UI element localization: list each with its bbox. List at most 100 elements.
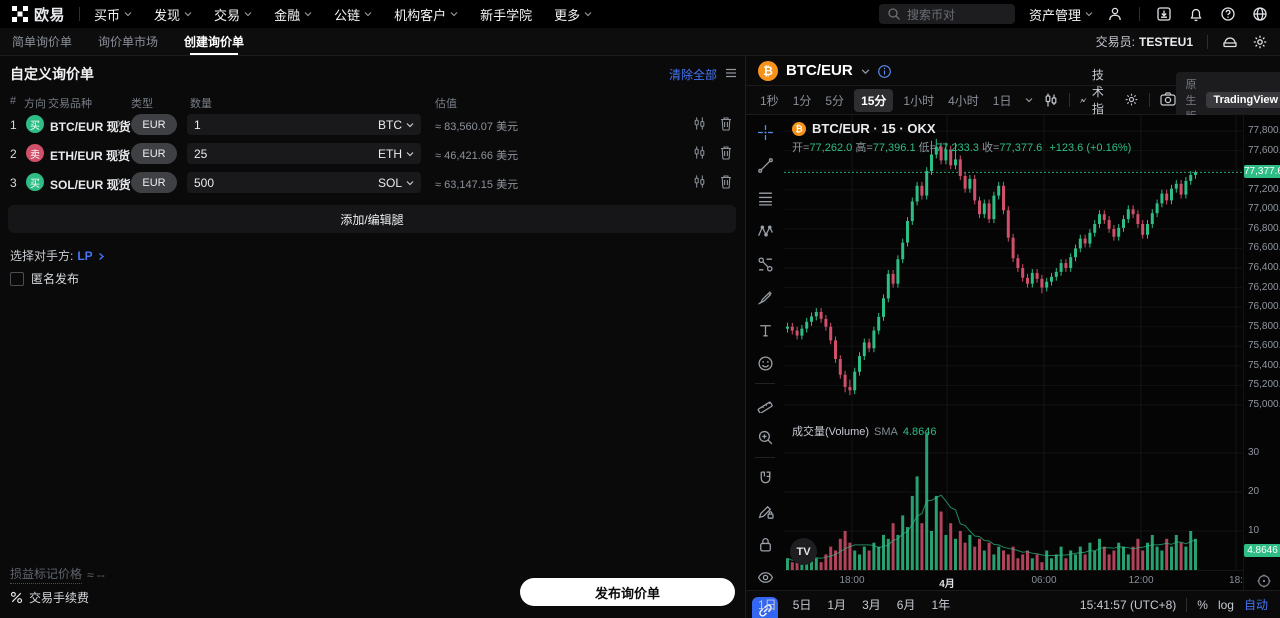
- percent-scale-button[interactable]: %: [1197, 597, 1208, 612]
- time-axis[interactable]: 18:00 4月 06:00 12:00 18:: [784, 570, 1243, 590]
- menu-icon[interactable]: [725, 67, 739, 81]
- bell-icon[interactable]: [1188, 6, 1204, 22]
- link-tool[interactable]: [752, 597, 778, 618]
- gear-icon[interactable]: [1252, 34, 1268, 50]
- chevron-down-icon[interactable]: [1025, 96, 1033, 104]
- chevron-down-icon: [450, 10, 458, 18]
- range-1年[interactable]: 1年: [931, 598, 951, 612]
- camera-icon[interactable]: [1159, 92, 1176, 108]
- candles-icon[interactable]: [692, 116, 707, 131]
- indicator-settings-gear-icon[interactable]: [1124, 92, 1139, 108]
- chart-area[interactable]: ₿ BTC/EUR · 15 · OKX 开=77,262.0 高=77,396…: [746, 115, 1280, 618]
- tradingview-tab[interactable]: TradingView: [1205, 92, 1280, 108]
- clear-all-link[interactable]: 清除全部: [668, 67, 717, 82]
- nav-menu-交易[interactable]: 交易: [214, 5, 252, 24]
- fee-label: 交易手续费: [29, 591, 90, 605]
- target-icon[interactable]: [1257, 574, 1271, 588]
- interval-15分[interactable]: 15分: [854, 88, 894, 112]
- candles-icon[interactable]: [692, 145, 707, 160]
- chevron-down-icon[interactable]: [861, 67, 870, 75]
- brush-tool[interactable]: [752, 284, 778, 310]
- candles-icon[interactable]: [692, 174, 707, 189]
- counterparty-link[interactable]: LP: [77, 248, 93, 263]
- nav-menu-买币[interactable]: 买币: [94, 5, 132, 24]
- type-pill[interactable]: EUR: [131, 143, 177, 164]
- trash-icon[interactable]: [719, 174, 733, 189]
- info-icon[interactable]: [877, 64, 891, 78]
- interval-1分[interactable]: 1分: [792, 93, 812, 108]
- candle-style-icon[interactable]: [1043, 92, 1059, 108]
- range-6月[interactable]: 6月: [896, 598, 916, 612]
- zoom-tool[interactable]: [752, 424, 778, 450]
- type-pill[interactable]: EUR: [131, 172, 177, 193]
- range-3月[interactable]: 3月: [862, 598, 881, 612]
- eye-tool[interactable]: [752, 564, 778, 590]
- crosshair-tool[interactable]: [752, 119, 778, 145]
- type-pill[interactable]: EUR: [131, 114, 177, 135]
- tradingview-logo[interactable]: TV: [790, 538, 817, 565]
- interval-1秒[interactable]: 1秒: [760, 93, 779, 108]
- fib-tool[interactable]: [752, 185, 778, 211]
- publish-rfq-button[interactable]: 发布询价单: [520, 578, 735, 606]
- search-box[interactable]: 搜索币对: [878, 4, 1015, 24]
- nav-menu-新手学院[interactable]: 新手学院: [480, 7, 533, 23]
- clock[interactable]: 15:41:57 (UTC+8): [1079, 597, 1177, 612]
- tab-简单询价单[interactable]: 简单询价单: [12, 35, 73, 49]
- trash-icon[interactable]: [719, 116, 733, 131]
- text-tool[interactable]: [752, 317, 778, 343]
- position-tool[interactable]: [752, 251, 778, 277]
- tab-询价单市场[interactable]: 询价单市场: [98, 35, 159, 49]
- last-price-badge: 77,377.6: [1244, 165, 1280, 178]
- visor-icon[interactable]: [1222, 34, 1238, 50]
- search-placeholder: 搜索币对: [906, 7, 955, 22]
- range-5日[interactable]: 5日: [792, 598, 812, 612]
- user-icon[interactable]: [1107, 6, 1123, 22]
- trash-icon[interactable]: [719, 145, 733, 160]
- nav-menu-公链[interactable]: 公链: [334, 5, 372, 24]
- nav-menu-机构客户[interactable]: 机构客户: [394, 5, 458, 24]
- top-navbar: 欧易 买币 发现 交易 金融 公链 机构客户 新手学院 更多 搜索币对 资产管理: [0, 0, 1280, 28]
- auto-scale-button[interactable]: 自动: [1243, 598, 1268, 612]
- pair-selector[interactable]: BTC/EUR 现货: [50, 120, 131, 134]
- magnet-tool[interactable]: [752, 465, 778, 491]
- amount-input[interactable]: 25 ETH: [187, 143, 421, 164]
- currency-dropdown[interactable]: ETH: [378, 147, 414, 161]
- help-icon[interactable]: [1220, 6, 1236, 22]
- chart-canvas[interactable]: ₿ BTC/EUR · 15 · OKX 开=77,262.0 高=77,396…: [784, 115, 1242, 590]
- assets-menu[interactable]: 资产管理: [1029, 5, 1093, 24]
- globe-icon[interactable]: [1252, 6, 1268, 22]
- anonymous-label: 匿名发布: [31, 272, 80, 286]
- pair-selector[interactable]: ETH/EUR 现货: [50, 149, 131, 163]
- interval-1日[interactable]: 1日: [992, 93, 1012, 108]
- symbol-title[interactable]: BTC/EUR: [786, 62, 853, 79]
- lock-tool[interactable]: [752, 531, 778, 557]
- page-title: 自定义询价单: [10, 66, 94, 82]
- tab-创建询价单[interactable]: 创建询价单: [184, 28, 244, 55]
- download-icon[interactable]: [1156, 6, 1172, 22]
- amount-input[interactable]: 1 BTC: [187, 114, 421, 135]
- trendline-tool[interactable]: [752, 152, 778, 178]
- range-1月[interactable]: 1月: [827, 598, 847, 612]
- currency-dropdown[interactable]: BTC: [378, 118, 414, 132]
- interval-5分[interactable]: 5分: [825, 93, 845, 108]
- interval-4小时[interactable]: 4小时: [948, 93, 979, 108]
- okx-logo[interactable]: 欧易: [12, 4, 65, 25]
- y-tick: 76,000.0: [1248, 301, 1280, 312]
- log-scale-button[interactable]: log: [1217, 597, 1234, 612]
- nav-menu-金融[interactable]: 金融: [274, 5, 312, 24]
- add-edit-legs-button[interactable]: 添加/编辑腿: [8, 205, 736, 233]
- anonymous-checkbox[interactable]: [10, 271, 24, 286]
- nav-menu-发现[interactable]: 发现: [154, 5, 192, 24]
- pair-selector[interactable]: SOL/EUR 现货: [50, 178, 131, 192]
- nav-menu-更多[interactable]: 更多: [554, 5, 592, 24]
- ruler-tool[interactable]: [752, 391, 778, 417]
- draw-lock-tool[interactable]: [752, 498, 778, 524]
- interval-1小时[interactable]: 1小时: [903, 93, 935, 108]
- amount-input[interactable]: 500 SOL: [187, 172, 421, 193]
- range-1日[interactable]: 1日: [758, 598, 777, 612]
- emoji-tool[interactable]: [752, 350, 778, 376]
- price-axis[interactable]: 77,800.0 77,600.0 77,200.0 77,000.0 76,800.0…: [1243, 115, 1280, 590]
- currency-dropdown[interactable]: SOL: [378, 176, 414, 190]
- xabcd-tool[interactable]: [752, 218, 778, 244]
